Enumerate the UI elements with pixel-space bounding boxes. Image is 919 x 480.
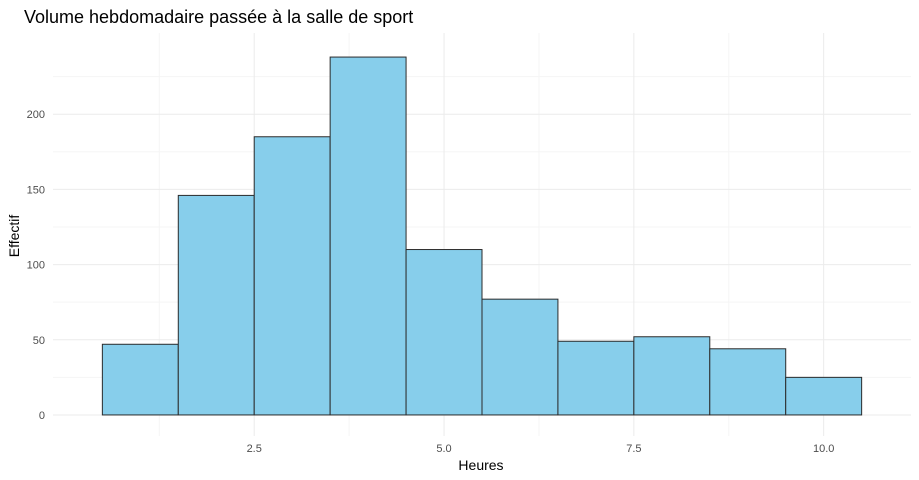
y-tick-label: 100 bbox=[27, 260, 45, 272]
histogram-bar-1 bbox=[101, 343, 179, 416]
x-tick-label: 10.0 bbox=[813, 443, 834, 455]
histogram-bar-4 bbox=[329, 56, 407, 416]
histogram-bar-3 bbox=[253, 136, 331, 416]
histogram-bar-7 bbox=[557, 340, 635, 416]
histogram-bar-10 bbox=[785, 376, 863, 416]
histogram-bar-5 bbox=[405, 249, 483, 416]
histogram-bar-9 bbox=[709, 348, 787, 416]
histogram-bar-8 bbox=[633, 336, 711, 416]
y-axis-title: Effectif bbox=[6, 215, 22, 258]
histogram-bar-6 bbox=[481, 298, 559, 416]
histogram-bars bbox=[101, 56, 863, 416]
y-tick-label: 150 bbox=[27, 184, 45, 196]
y-tick-label: 200 bbox=[27, 109, 45, 121]
y-axis-tick-labels: 0 50 100 150 200 bbox=[27, 109, 45, 422]
plot-panel bbox=[53, 33, 911, 436]
y-tick-label: 0 bbox=[39, 410, 45, 422]
x-axis-title: Heures bbox=[458, 457, 503, 473]
x-axis-tick-labels: 2.5 5.0 7.5 10.0 bbox=[247, 443, 835, 455]
x-tick-label: 5.0 bbox=[436, 443, 451, 455]
y-tick-label: 50 bbox=[33, 335, 45, 347]
x-tick-label: 7.5 bbox=[626, 443, 641, 455]
chart-title: Volume hebdomadaire passée à la salle de… bbox=[24, 7, 413, 27]
x-tick-label: 2.5 bbox=[247, 443, 262, 455]
histogram-bar-2 bbox=[177, 194, 255, 416]
